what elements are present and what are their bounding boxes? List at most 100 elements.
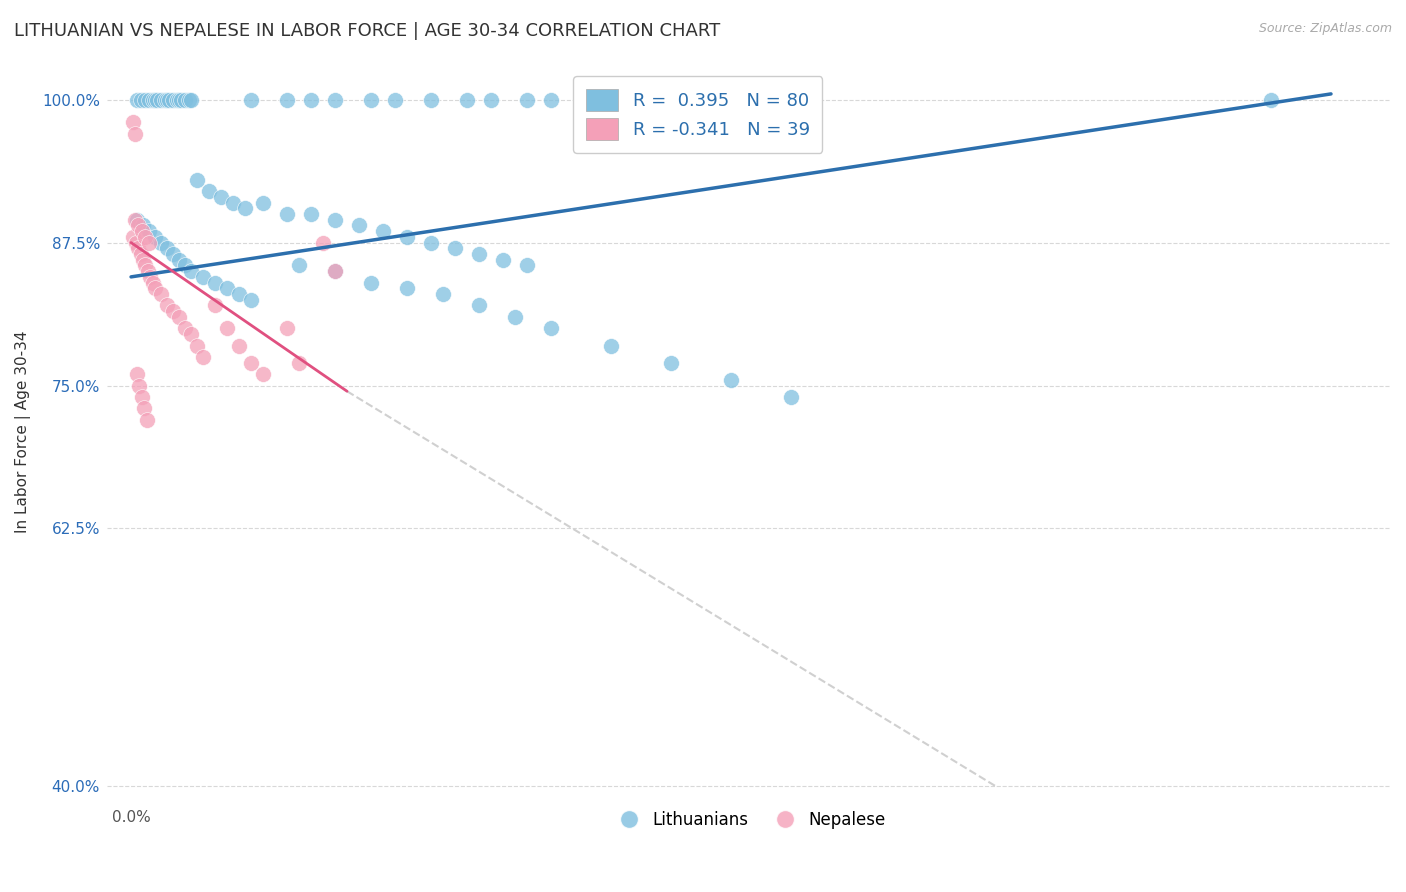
Point xyxy=(444,241,467,255)
Point xyxy=(132,219,155,233)
Point xyxy=(135,413,157,427)
Point xyxy=(323,264,346,278)
Point xyxy=(156,298,179,312)
Point xyxy=(360,276,382,290)
Point xyxy=(384,93,406,107)
Point xyxy=(299,93,322,107)
Point xyxy=(780,390,803,404)
Point xyxy=(138,93,160,107)
Point xyxy=(167,252,190,267)
Point xyxy=(240,93,263,107)
Point xyxy=(138,224,160,238)
Point xyxy=(127,219,149,233)
Point xyxy=(142,276,165,290)
Point xyxy=(396,281,419,295)
Point xyxy=(204,276,226,290)
Point xyxy=(576,93,599,107)
Point xyxy=(204,298,226,312)
Point xyxy=(167,310,190,324)
Point xyxy=(136,264,159,278)
Point xyxy=(124,212,146,227)
Point xyxy=(122,115,145,129)
Point xyxy=(134,259,156,273)
Point xyxy=(125,235,148,250)
Point xyxy=(131,390,153,404)
Point xyxy=(516,93,538,107)
Legend: Lithuanians, Nepalese: Lithuanians, Nepalese xyxy=(606,805,893,836)
Point xyxy=(468,247,491,261)
Point xyxy=(134,93,156,107)
Point xyxy=(240,356,263,370)
Point xyxy=(146,93,169,107)
Point xyxy=(288,259,311,273)
Point xyxy=(150,287,173,301)
Point xyxy=(323,93,346,107)
Point xyxy=(156,241,179,255)
Point xyxy=(624,93,647,107)
Point xyxy=(174,93,197,107)
Point xyxy=(276,93,298,107)
Point xyxy=(125,212,148,227)
Point xyxy=(150,93,173,107)
Point xyxy=(540,321,562,335)
Point xyxy=(215,281,238,295)
Point xyxy=(276,321,298,335)
Point xyxy=(233,201,256,215)
Point xyxy=(125,93,148,107)
Point xyxy=(143,230,166,244)
Point xyxy=(174,259,197,273)
Point xyxy=(138,235,160,250)
Point xyxy=(162,304,184,318)
Point xyxy=(1260,93,1282,107)
Y-axis label: In Labor Force | Age 30-34: In Labor Force | Age 30-34 xyxy=(15,330,31,533)
Point xyxy=(180,264,202,278)
Point xyxy=(186,172,208,186)
Point xyxy=(516,259,538,273)
Point xyxy=(396,230,419,244)
Point xyxy=(323,264,346,278)
Point xyxy=(174,321,197,335)
Point xyxy=(128,378,150,392)
Point xyxy=(191,350,214,364)
Point xyxy=(180,93,202,107)
Point xyxy=(347,219,370,233)
Point xyxy=(139,269,162,284)
Point xyxy=(456,93,478,107)
Point xyxy=(177,93,200,107)
Point xyxy=(240,293,263,307)
Point xyxy=(191,269,214,284)
Point xyxy=(276,207,298,221)
Point xyxy=(125,367,148,381)
Point xyxy=(162,247,184,261)
Point xyxy=(600,338,623,352)
Point xyxy=(659,356,682,370)
Point xyxy=(323,212,346,227)
Point xyxy=(288,356,311,370)
Point xyxy=(432,287,454,301)
Point xyxy=(228,287,250,301)
Point xyxy=(150,235,173,250)
Point xyxy=(129,93,152,107)
Point xyxy=(540,93,562,107)
Text: LITHUANIAN VS NEPALESE IN LABOR FORCE | AGE 30-34 CORRELATION CHART: LITHUANIAN VS NEPALESE IN LABOR FORCE | … xyxy=(14,22,720,40)
Point xyxy=(503,310,526,324)
Point xyxy=(252,195,274,210)
Point xyxy=(132,252,155,267)
Point xyxy=(143,93,166,107)
Point xyxy=(720,373,742,387)
Point xyxy=(167,93,190,107)
Point xyxy=(142,93,165,107)
Point xyxy=(186,338,208,352)
Text: Source: ZipAtlas.com: Source: ZipAtlas.com xyxy=(1258,22,1392,36)
Point xyxy=(134,401,156,416)
Point xyxy=(492,252,515,267)
Point xyxy=(228,338,250,352)
Point xyxy=(198,184,221,198)
Point xyxy=(479,93,502,107)
Point xyxy=(170,93,193,107)
Point xyxy=(143,281,166,295)
Point xyxy=(180,327,202,342)
Point xyxy=(360,93,382,107)
Point xyxy=(215,321,238,335)
Point xyxy=(420,93,443,107)
